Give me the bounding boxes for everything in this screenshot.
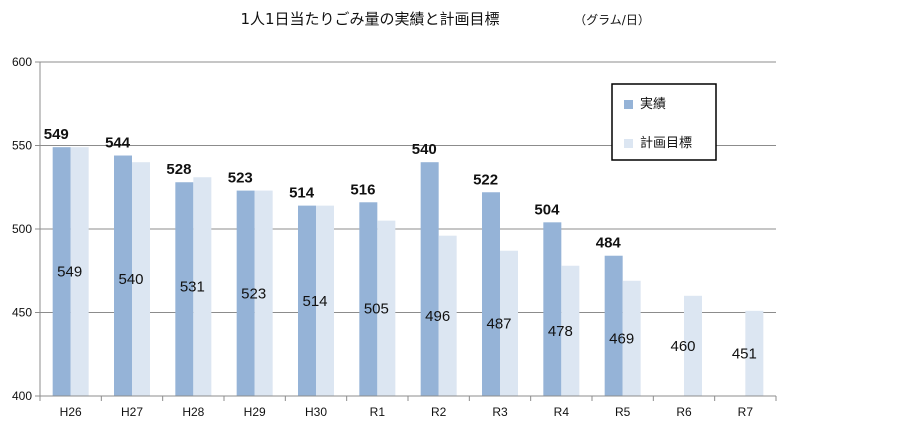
grid-layer [40,61,776,313]
bar-actual [359,202,378,396]
x-tick-label: R1 [370,405,386,419]
legend-label-plan: 計画目標 [640,135,692,151]
x-tick-label: H28 [182,405,204,419]
data-label-actual: 504 [534,201,560,218]
x-tick-label: H26 [60,405,82,419]
data-label-actual: 528 [166,161,191,178]
bar-plan [622,280,641,396]
bar-plan [70,147,89,396]
data-label-plan: 549 [57,264,82,281]
x-tick-label: R5 [615,405,631,419]
labels-layer: 549 549 544 540 528 531 523 523 514 514 516 505 540 4… [44,126,757,362]
bar-plan [500,250,518,396]
bar-plan [561,265,580,396]
bar-plan [684,295,702,396]
data-label-plan: 496 [425,308,450,325]
x-tick-label: R4 [554,405,570,419]
data-label-actual: 544 [105,135,131,152]
data-label-plan: 478 [548,323,573,340]
data-label-plan: 487 [486,315,511,332]
legend: 実績 計画目標 [611,83,717,161]
data-label-plan: 469 [609,330,634,347]
bar-plan [132,162,150,396]
bar-plan [193,177,212,396]
y-tick-label: 550 [12,139,32,153]
legend-label-actual: 実績 [640,96,666,112]
x-tick-label: H30 [305,405,327,419]
legend-swatch-plan [624,139,633,148]
bar-plan [377,220,396,396]
y-tick-label: 600 [12,55,32,69]
data-label-actual: 484 [596,235,622,252]
bar-plan [745,310,764,396]
x-tick-label: H29 [244,405,266,419]
y-tick-label: 450 [12,306,32,320]
data-label-actual: 549 [44,126,69,143]
bar-plan [254,190,273,396]
chart-title: 1人1日当たりごみ量の実績と計画目標 [240,10,499,28]
data-label-actual: 516 [350,181,375,198]
legend-swatch-actual [624,100,633,109]
data-label-plan: 460 [670,338,695,355]
legend-box [611,83,717,161]
bar-actual [420,162,439,396]
data-label-plan: 531 [180,279,205,296]
x-tick-label: H27 [121,405,143,419]
bar-actual [175,182,194,396]
bar-actual [298,205,316,396]
y-tick-label: 500 [12,222,32,236]
x-tick-label: R6 [676,405,692,419]
x-tick-label: R7 [738,405,754,419]
axis-layer: 400 450 500 550 600 H26 H27 H28 H29 H30 R1 R2 R3 R4 R5… [12,55,777,419]
data-label-plan: 451 [732,345,757,362]
bar-actual [543,222,562,396]
data-label-plan: 540 [118,271,143,288]
bar-actual [482,192,500,396]
y-tick-label: 400 [12,389,32,403]
bar-actual [236,190,255,396]
bars-layer [52,147,764,396]
bar-actual [52,147,71,396]
data-label-plan: 514 [302,293,327,310]
data-label-plan: 523 [241,285,266,302]
data-label-actual: 523 [228,170,253,187]
chart-subtitle: （グラム/日） [574,13,650,27]
x-tick-label: R2 [431,405,447,419]
data-label-actual: 540 [412,141,437,158]
bar-actual [114,155,132,396]
data-label-actual: 514 [289,185,315,202]
x-tick-label: R3 [492,405,508,419]
data-label-plan: 505 [364,300,389,317]
data-label-actual: 522 [473,171,498,188]
bar-plan [316,205,334,396]
bar-plan [438,235,457,396]
bar-actual [604,255,623,396]
